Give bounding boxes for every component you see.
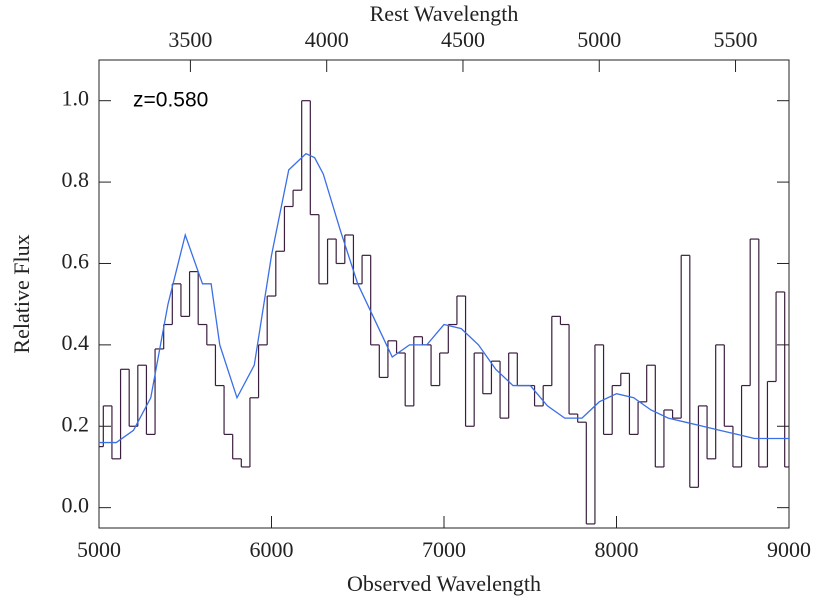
x-tick-label: 5000 — [77, 537, 121, 562]
y-axis-label: Relative Flux — [9, 234, 34, 353]
x2-axis-label: Rest Wavelength — [370, 1, 519, 26]
redshift-annotation: z=0.580 — [133, 89, 208, 112]
x2-tick-label: 4000 — [305, 27, 349, 52]
x-tick-label: 6000 — [250, 537, 294, 562]
x-axis-label: Observed Wavelength — [347, 571, 541, 596]
plot-area — [99, 100, 789, 525]
y-tick-label: 0.0 — [62, 493, 90, 518]
y-tick-label: 1.0 — [62, 86, 90, 111]
y-tick-label: 0.2 — [62, 411, 90, 436]
plot-frame — [98, 59, 790, 529]
step-risers — [102, 100, 786, 524]
x-tick-label: 7000 — [422, 537, 466, 562]
x-tick-label: 9000 — [767, 537, 811, 562]
template-line — [99, 152, 789, 444]
x2-tick-label: 4500 — [441, 27, 485, 52]
y-tick-label: 0.6 — [62, 249, 90, 274]
y-tick-label: 0.8 — [62, 167, 90, 192]
y-tick-label: 0.4 — [62, 330, 90, 355]
x2-tick-label: 3500 — [168, 27, 212, 52]
x-tick-label: 8000 — [595, 537, 639, 562]
x2-tick-label: 5000 — [577, 27, 621, 52]
x2-tick-label: 5500 — [714, 27, 758, 52]
